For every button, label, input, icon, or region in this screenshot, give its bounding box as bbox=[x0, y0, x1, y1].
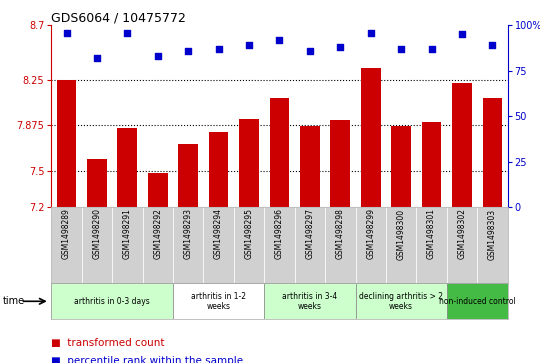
Bar bbox=[87, 159, 107, 207]
Point bbox=[366, 30, 375, 36]
Bar bbox=[330, 120, 350, 207]
Text: GSM1498294: GSM1498294 bbox=[214, 208, 223, 260]
Bar bbox=[447, 207, 477, 283]
Bar bbox=[148, 173, 167, 207]
Point bbox=[245, 42, 253, 48]
Point bbox=[275, 37, 284, 43]
Bar bbox=[325, 207, 355, 283]
Bar bbox=[361, 68, 381, 207]
Bar bbox=[82, 207, 112, 283]
Text: GDS6064 / 10475772: GDS6064 / 10475772 bbox=[51, 11, 186, 24]
Text: GSM1498302: GSM1498302 bbox=[457, 208, 467, 260]
Text: GSM1498303: GSM1498303 bbox=[488, 208, 497, 260]
Text: GSM1498298: GSM1498298 bbox=[336, 208, 345, 259]
Bar bbox=[300, 126, 320, 207]
Bar bbox=[209, 132, 228, 207]
Bar bbox=[239, 119, 259, 207]
Bar bbox=[477, 207, 508, 283]
Point bbox=[62, 30, 71, 36]
Point bbox=[123, 30, 132, 36]
Bar bbox=[355, 207, 386, 283]
Text: GSM1498301: GSM1498301 bbox=[427, 208, 436, 260]
Bar bbox=[173, 283, 264, 319]
Bar bbox=[51, 207, 82, 283]
Text: GSM1498297: GSM1498297 bbox=[306, 208, 314, 260]
Bar bbox=[416, 207, 447, 283]
Bar bbox=[118, 128, 137, 207]
Text: declining arthritis > 2
weeks: declining arthritis > 2 weeks bbox=[359, 291, 443, 311]
Bar bbox=[51, 283, 173, 319]
Bar bbox=[112, 207, 143, 283]
Bar bbox=[178, 144, 198, 207]
Text: arthritis in 3-4
weeks: arthritis in 3-4 weeks bbox=[282, 291, 338, 311]
Text: GSM1498295: GSM1498295 bbox=[245, 208, 254, 260]
Text: GSM1498289: GSM1498289 bbox=[62, 208, 71, 259]
Text: GSM1498290: GSM1498290 bbox=[92, 208, 102, 260]
Point bbox=[457, 32, 466, 37]
Bar bbox=[483, 98, 502, 207]
Point bbox=[93, 55, 102, 61]
Text: ■  transformed count: ■ transformed count bbox=[51, 338, 165, 348]
Text: GSM1498292: GSM1498292 bbox=[153, 208, 162, 259]
Point bbox=[397, 46, 406, 52]
Text: arthritis in 0-3 days: arthritis in 0-3 days bbox=[75, 297, 150, 306]
Bar bbox=[452, 83, 472, 207]
Bar bbox=[57, 80, 76, 207]
Bar bbox=[355, 283, 447, 319]
Text: non-induced control: non-induced control bbox=[439, 297, 516, 306]
Point bbox=[488, 42, 497, 48]
Point bbox=[306, 48, 314, 54]
Bar bbox=[422, 122, 441, 207]
Text: time: time bbox=[3, 296, 25, 306]
Point bbox=[153, 53, 162, 59]
Text: GSM1498299: GSM1498299 bbox=[366, 208, 375, 260]
Bar bbox=[264, 283, 355, 319]
Bar bbox=[269, 98, 289, 207]
Text: arthritis in 1-2
weeks: arthritis in 1-2 weeks bbox=[191, 291, 246, 311]
Bar bbox=[264, 207, 295, 283]
Bar bbox=[234, 207, 264, 283]
Text: GSM1498296: GSM1498296 bbox=[275, 208, 284, 260]
Bar bbox=[173, 207, 204, 283]
Text: ■  percentile rank within the sample: ■ percentile rank within the sample bbox=[51, 356, 244, 363]
Point bbox=[214, 46, 223, 52]
Text: GSM1498291: GSM1498291 bbox=[123, 208, 132, 259]
Bar bbox=[143, 207, 173, 283]
Bar bbox=[392, 126, 411, 207]
Bar bbox=[386, 207, 416, 283]
Point bbox=[184, 48, 193, 54]
Text: GSM1498300: GSM1498300 bbox=[396, 208, 406, 260]
Point bbox=[427, 46, 436, 52]
Bar bbox=[447, 283, 508, 319]
Point bbox=[336, 44, 345, 50]
Bar bbox=[295, 207, 325, 283]
Bar bbox=[204, 207, 234, 283]
Text: GSM1498293: GSM1498293 bbox=[184, 208, 193, 260]
